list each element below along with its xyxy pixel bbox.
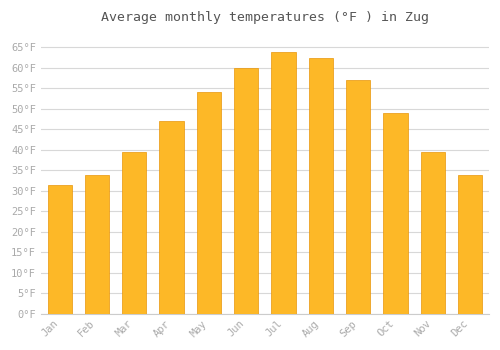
Bar: [346, 80, 370, 314]
Bar: [234, 68, 258, 314]
Bar: [122, 152, 146, 314]
Bar: [384, 113, 407, 314]
Bar: [272, 52, 295, 314]
Bar: [48, 184, 72, 314]
Bar: [421, 152, 445, 314]
Bar: [458, 175, 482, 314]
Bar: [309, 57, 333, 314]
Title: Average monthly temperatures (°F ) in Zug: Average monthly temperatures (°F ) in Zu…: [101, 11, 429, 24]
Bar: [160, 121, 184, 314]
Bar: [197, 92, 221, 314]
Bar: [85, 175, 109, 314]
